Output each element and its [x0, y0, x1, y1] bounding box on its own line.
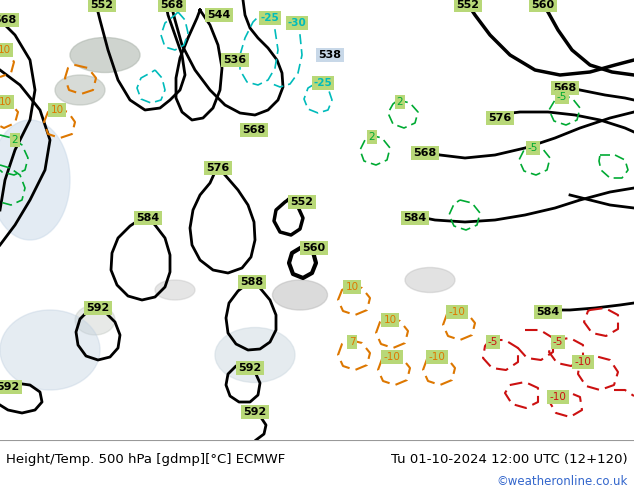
Text: 568: 568 — [553, 83, 577, 93]
Text: ©weatheronline.co.uk: ©weatheronline.co.uk — [496, 474, 628, 488]
Ellipse shape — [0, 120, 70, 240]
Text: -5: -5 — [528, 143, 538, 153]
Text: 538: 538 — [318, 50, 342, 60]
Ellipse shape — [75, 305, 115, 335]
Text: -5: -5 — [488, 337, 498, 347]
Text: 588: 588 — [240, 277, 264, 287]
Text: Height/Temp. 500 hPa [gdmp][°C] ECMWF: Height/Temp. 500 hPa [gdmp][°C] ECMWF — [6, 452, 285, 466]
Text: 560: 560 — [531, 0, 555, 10]
Ellipse shape — [405, 268, 455, 293]
Text: 592: 592 — [238, 363, 262, 373]
Text: 10: 10 — [384, 315, 396, 325]
Text: 536: 536 — [223, 55, 247, 65]
Text: -10: -10 — [574, 357, 592, 367]
Text: -25: -25 — [261, 13, 280, 23]
Text: 560: 560 — [302, 243, 326, 253]
Text: 568: 568 — [160, 0, 184, 10]
Text: -10: -10 — [449, 307, 465, 317]
Text: -5: -5 — [553, 337, 563, 347]
Text: 576: 576 — [207, 163, 230, 173]
Text: 584: 584 — [403, 213, 427, 223]
Text: 10: 10 — [346, 282, 359, 292]
Ellipse shape — [55, 75, 105, 105]
Text: 584: 584 — [136, 213, 160, 223]
Text: 2: 2 — [397, 97, 403, 107]
Ellipse shape — [0, 310, 100, 390]
Text: -5: -5 — [557, 92, 567, 102]
Text: 10: 10 — [0, 97, 11, 107]
Ellipse shape — [70, 38, 140, 73]
Text: 592: 592 — [243, 407, 267, 417]
Text: 592: 592 — [86, 303, 110, 313]
Text: 584: 584 — [536, 307, 560, 317]
Ellipse shape — [155, 280, 195, 300]
Text: 568: 568 — [413, 148, 437, 158]
Text: -10: -10 — [429, 352, 446, 362]
Text: Tu 01-10-2024 12:00 UTC (12+120): Tu 01-10-2024 12:00 UTC (12+120) — [391, 452, 628, 466]
Text: 552: 552 — [456, 0, 479, 10]
Ellipse shape — [215, 327, 295, 383]
Text: 544: 544 — [207, 10, 231, 20]
Text: 568: 568 — [0, 15, 16, 25]
Text: 552: 552 — [290, 197, 313, 207]
Text: -25: -25 — [314, 78, 332, 88]
Text: 2: 2 — [11, 135, 18, 145]
Text: 592: 592 — [0, 382, 20, 392]
Text: 10: 10 — [51, 105, 63, 115]
Text: -30: -30 — [288, 18, 306, 28]
Text: 2: 2 — [369, 132, 375, 142]
Text: 7: 7 — [349, 337, 355, 347]
Text: 576: 576 — [488, 113, 512, 123]
Text: -10: -10 — [384, 352, 401, 362]
Text: 10: 10 — [0, 45, 11, 55]
Text: 552: 552 — [91, 0, 113, 10]
Ellipse shape — [273, 280, 328, 310]
Text: 568: 568 — [242, 125, 266, 135]
Text: -10: -10 — [550, 392, 566, 402]
